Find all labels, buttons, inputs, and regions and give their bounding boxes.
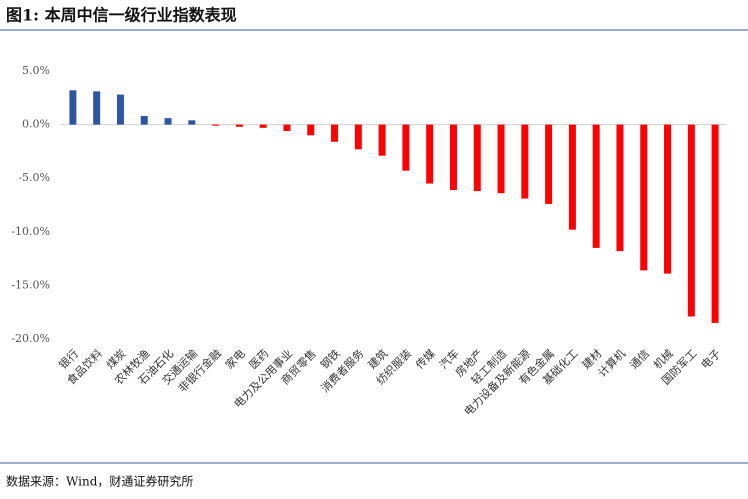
bar	[545, 124, 553, 204]
bar	[402, 124, 410, 171]
y-tick-label: 5.0%	[22, 64, 50, 77]
bar	[116, 94, 124, 125]
bar	[711, 124, 719, 323]
bar	[568, 124, 576, 230]
y-tick-label: -15.0%	[11, 278, 50, 291]
y-tick-label: -10.0%	[11, 225, 50, 238]
bar	[164, 118, 172, 125]
x-tick-label: 电子	[699, 347, 724, 372]
bar	[378, 124, 386, 156]
x-tick-label: 计算机	[595, 346, 628, 379]
bar	[521, 124, 529, 199]
bar	[473, 124, 481, 192]
bar	[140, 116, 148, 125]
x-tick-label: 家电	[222, 346, 247, 371]
bar	[259, 124, 267, 128]
bar	[426, 124, 434, 184]
bar	[687, 124, 695, 317]
y-tick-label: -5.0%	[18, 171, 50, 184]
x-tick-label: 通信	[627, 347, 652, 372]
bar	[283, 124, 291, 132]
bar	[354, 124, 362, 150]
bar	[497, 124, 505, 194]
x-tick-label: 传媒	[413, 347, 438, 372]
bar	[449, 124, 457, 190]
bar	[664, 124, 672, 274]
bar	[592, 124, 600, 248]
bar	[640, 124, 648, 271]
source-note: 数据来源：Wind，财通证券研究所	[6, 474, 193, 489]
chart-title: 图1: 本周中信一级行业指数表现	[6, 6, 237, 25]
bar	[307, 124, 315, 136]
y-tick-label: 0.0%	[22, 118, 50, 131]
bar	[331, 124, 339, 142]
bar	[93, 91, 101, 125]
bar	[616, 124, 624, 252]
y-tick-label: -20.0%	[11, 332, 50, 345]
bar	[69, 90, 77, 125]
bar	[188, 120, 196, 125]
bar	[212, 124, 220, 126]
bar	[235, 124, 243, 127]
